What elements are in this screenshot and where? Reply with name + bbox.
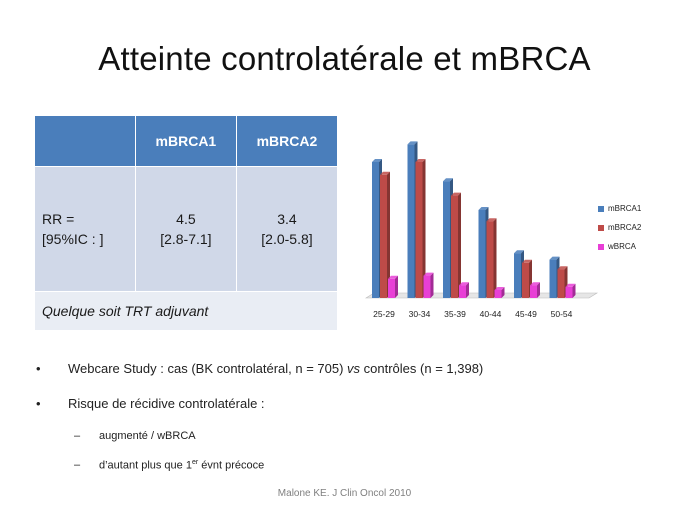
legend-item-wbrca: wBRCA — [598, 237, 641, 256]
bar-wbrca-25-29-top — [388, 275, 398, 279]
chart-legend: mBRCA1 mBRCA2 wBRCA — [598, 199, 641, 256]
row-label-line-2: [95%IC : ] — [42, 231, 104, 247]
bar-mbrca2-30-34-top — [415, 159, 426, 162]
bullet-webcare-suffix: contrôles (n = 1,398) — [360, 361, 484, 376]
bar-wbrca-40-44-side — [501, 287, 505, 298]
table-footer-row: Quelque soit TRT adjuvant — [34, 291, 338, 331]
table-header-mbrca2: mBRCA2 — [235, 115, 339, 167]
bar-mbrca1-35-39-top — [443, 178, 453, 182]
sub-bullet-precoce-sup: er — [191, 459, 199, 466]
bar-mbrca2-30-34 — [415, 162, 423, 298]
legend-swatch-wbrca — [598, 243, 604, 250]
bar-mbrca1-45-49 — [514, 253, 521, 298]
bar-wbrca-35-39-top — [459, 282, 469, 286]
bar-mbrca2-35-39-side — [458, 192, 461, 298]
bar-mbrca2-40-44 — [486, 221, 494, 298]
bar-wbrca-50-54-side — [572, 283, 576, 298]
bar-mbrca2-30-34-side — [422, 159, 426, 298]
bullet-dot: • — [36, 361, 41, 376]
x-tick-label: 45-49 — [515, 309, 537, 319]
risk-table: mBRCA1 mBRCA2 RR = [95%IC : ] 4.5 [2.8-7… — [34, 115, 339, 331]
bar-mbrca2-35-39 — [451, 195, 458, 298]
bar-mbrca1-30-34 — [407, 144, 415, 298]
legend-label-mbrca2: mBRCA2 — [608, 223, 642, 232]
bar-wbrca-45-49 — [530, 285, 537, 298]
citation-footer: Malone KE. J Clin Oncol 2010 — [277, 488, 412, 499]
table-header-row: mBRCA1 mBRCA2 — [34, 115, 339, 167]
bar-wbrca-30-34-side — [430, 272, 434, 298]
row-label-line-1: RR = — [42, 211, 75, 227]
bar-wbrca-35-39 — [459, 285, 466, 298]
bar-mbrca2-40-44-top — [486, 218, 497, 222]
table-header-empty — [34, 115, 136, 167]
mbrca2-value: 3.4 — [277, 211, 297, 227]
sub-bullet-augmente-text: augmenté / wBRCA — [99, 430, 196, 442]
bar-mbrca2-45-49 — [522, 262, 529, 298]
bar-wbrca-40-44 — [494, 290, 502, 298]
bar-wbrca-45-49-top — [530, 282, 540, 286]
bullet-webcare-prefix: Webcare Study : cas (BK controlatéral, n… — [68, 361, 348, 376]
bar-wbrca-30-34-top — [423, 272, 434, 276]
bar-mbrca2-25-29-top — [380, 171, 390, 175]
bar-mbrca1-50-54-top — [549, 256, 560, 260]
sub-bullet-dash: – — [74, 430, 81, 442]
bar-wbrca-35-39-side — [466, 282, 469, 298]
table-row: RR = [95%IC : ] 4.5 [2.8-7.1] 3.4 [2.0-5… — [34, 166, 339, 292]
bar-wbrca-25-29 — [388, 278, 395, 298]
bar-wbrca-30-34 — [423, 275, 431, 298]
bar-mbrca1-30-34-top — [407, 141, 418, 145]
bar-mbrca1-40-44 — [478, 210, 486, 298]
bar-wbrca-25-29-side — [395, 275, 398, 298]
sub-bullet-precoce-suffix: évnt précoce — [198, 459, 265, 472]
bar-mbrca2-50-54 — [557, 269, 565, 298]
slide-title: Atteinte controlatérale et mBRCA — [98, 40, 591, 77]
bullet-text: Webcare Study : cas (BK controlatéral, n… — [68, 361, 483, 376]
mbrca1-value: 4.5 — [176, 211, 196, 227]
bar-mbrca1-50-54 — [549, 259, 557, 298]
sub-bullet-precoce-text: d’autant plus que 1er évnt précoce — [99, 459, 264, 472]
mbrca1-ci: [2.8-7.1] — [160, 231, 212, 247]
x-tick-label: 25-29 — [373, 309, 395, 319]
bar-mbrca1-25-29 — [372, 162, 379, 298]
bar-chart: 25-29 30-34 35-39 40-44 45-49 50-54 — [364, 141, 599, 319]
bullet-risque-text: Risque de récidive controlatérale : — [68, 396, 265, 411]
mbrca2-ci: [2.0-5.8] — [261, 231, 313, 247]
legend-label-wbrca: wBRCA — [608, 242, 637, 251]
bar-mbrca2-25-29-side — [387, 171, 390, 298]
bar-mbrca2-25-29 — [380, 174, 387, 298]
table-row-label: RR = [95%IC : ] — [34, 166, 136, 292]
legend-swatch-mbrca2 — [598, 224, 604, 231]
bar-mbrca2-45-49-top — [522, 259, 532, 263]
legend-label-mbrca1: mBRCA1 — [608, 204, 642, 213]
legend-item-mbrca2: mBRCA2 — [598, 218, 641, 237]
bar-mbrca2-50-54-top — [557, 266, 568, 270]
bar-wbrca-45-49-side — [537, 282, 540, 298]
bullet-dot: • — [36, 396, 41, 411]
bullet-webcare-vs: vs — [347, 361, 361, 376]
sub-bullet-dash: – — [74, 459, 81, 471]
x-tick-label: 30-34 — [409, 309, 431, 319]
bar-wbrca-50-54 — [565, 286, 573, 298]
bar-mbrca2-40-44-side — [493, 218, 497, 298]
table-cell-mbrca1: 4.5 [2.8-7.1] — [134, 166, 237, 292]
legend-swatch-mbrca1 — [598, 205, 604, 212]
legend-item-mbrca1: mBRCA1 — [598, 199, 641, 218]
bar-mbrca1-45-49-top — [514, 250, 524, 254]
table-cell-mbrca2: 3.4 [2.0-5.8] — [235, 166, 339, 292]
bar-mbrca1-35-39 — [443, 181, 450, 298]
bar-wbrca-50-54-top — [565, 283, 576, 287]
bar-mbrca2-35-39-top — [451, 192, 461, 196]
x-tick-label: 40-44 — [480, 309, 502, 319]
bar-wbrca-40-44-top — [494, 287, 505, 290]
table-header-mbrca1: mBRCA1 — [134, 115, 237, 167]
bar-mbrca1-40-44-top — [478, 207, 489, 210]
sub-bullet-precoce-prefix: d’autant plus que 1 — [99, 459, 192, 472]
table-footer-note: Quelque soit TRT adjuvant — [34, 291, 338, 331]
x-tick-label: 35-39 — [444, 309, 466, 319]
x-tick-label: 50-54 — [551, 309, 573, 319]
bar-mbrca1-25-29-top — [372, 159, 382, 162]
